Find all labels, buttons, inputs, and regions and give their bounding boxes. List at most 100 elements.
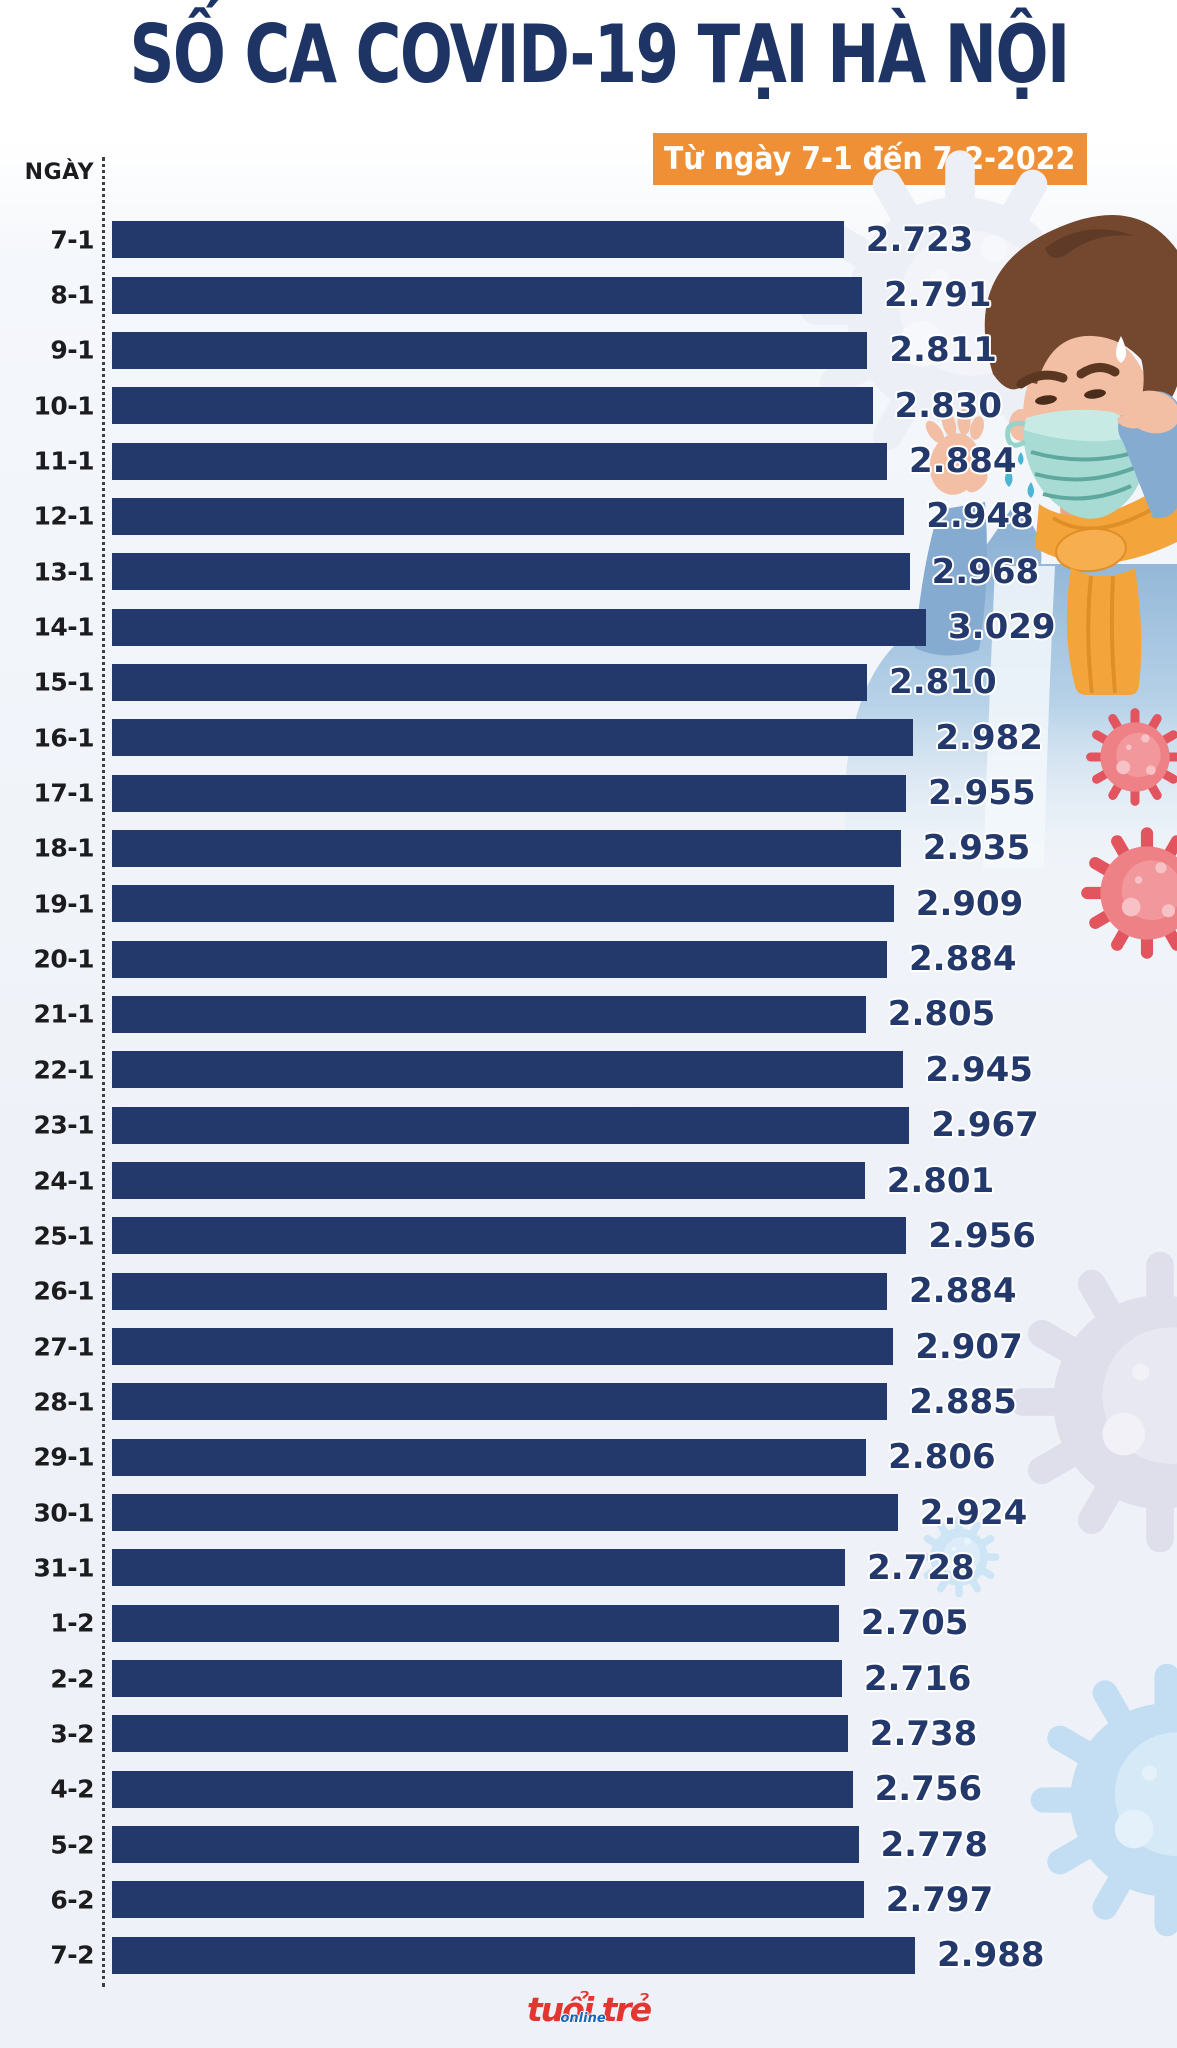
category-label: 25-1	[33, 1221, 94, 1251]
value-label: 2.705	[860, 1603, 969, 1644]
chart-row: 2-2 2.716	[0, 1651, 1177, 1706]
bar-line: 2.806	[112, 1437, 996, 1477]
value-label: 2.885	[909, 1381, 1017, 1422]
bar	[112, 1106, 910, 1144]
chart-row: 27-1 2.907	[0, 1319, 1177, 1374]
category-label: 5-2	[50, 1830, 94, 1860]
chart-row: 18-1 2.935	[0, 821, 1177, 876]
bar	[112, 442, 887, 480]
bar-line: 2.948	[112, 496, 1034, 536]
value-label: 2.791	[884, 275, 992, 316]
bar	[112, 885, 894, 923]
chart-row: 30-1 2.924	[0, 1485, 1177, 1540]
bar	[112, 276, 862, 314]
value-label: 2.830	[894, 385, 1003, 426]
category-label: 1-2	[50, 1608, 94, 1638]
category-label: 8-1	[50, 280, 94, 310]
subtitle-text: Từ ngày 7-1 đến 7-2-2022	[664, 141, 1076, 177]
bar	[112, 1272, 887, 1310]
bar	[112, 995, 866, 1033]
value-label: 2.982	[935, 717, 1043, 758]
chart-row: 17-1 2.955	[0, 765, 1177, 820]
value-label: 2.797	[885, 1879, 994, 1920]
value-label: 2.716	[863, 1658, 972, 1699]
value-label: 2.968	[931, 551, 1040, 592]
chart-row: 1-2 2.705	[0, 1596, 1177, 1651]
value-label: 2.884	[909, 1271, 1017, 1312]
category-label: 29-1	[33, 1442, 94, 1472]
bar-line: 2.935	[112, 828, 1030, 868]
bar-line: 2.907	[112, 1327, 1023, 1367]
chart-row: 16-1 2.982	[0, 710, 1177, 765]
bar	[112, 1383, 888, 1421]
chart-row: 29-1 2.806	[0, 1430, 1177, 1485]
bar	[112, 719, 914, 757]
category-label: 26-1	[33, 1276, 94, 1306]
chart-row: 10-1 2.830	[0, 378, 1177, 433]
bar-line: 2.738	[112, 1714, 977, 1754]
value-label: 2.801	[886, 1160, 995, 1201]
chart-row: 25-1 2.956	[0, 1208, 1177, 1263]
bar-line: 2.968	[112, 552, 1039, 592]
bar	[112, 663, 868, 701]
category-label: 15-1	[33, 667, 94, 697]
chart-row: 13-1 2.968	[0, 544, 1177, 599]
category-label: 21-1	[33, 999, 94, 1029]
bar	[112, 1936, 915, 1974]
bar-line: 2.945	[112, 1050, 1033, 1090]
bar-line: 2.884	[112, 1271, 1017, 1311]
bar	[112, 497, 905, 535]
value-label: 2.806	[888, 1437, 996, 1478]
bar	[112, 221, 844, 259]
bar-line: 2.723	[112, 220, 973, 260]
chart-row: 9-1 2.811	[0, 323, 1177, 378]
value-label: 2.756	[874, 1769, 983, 1810]
bar	[112, 1604, 839, 1642]
bar	[112, 608, 926, 646]
value-label: 2.948	[926, 496, 1034, 537]
value-label: 2.907	[915, 1326, 1023, 1367]
bar-chart: 7-1 2.723 8-1 2.791 9-1 2.811 10-1 2.830 11-1 2.8…	[0, 212, 1177, 1983]
bar-line: 2.801	[112, 1161, 994, 1201]
bar-line: 2.955	[112, 773, 1036, 813]
bar	[112, 1826, 859, 1864]
bar-line: 2.885	[112, 1382, 1017, 1422]
bar-line: 3.029	[112, 607, 1056, 647]
category-label: 22-1	[33, 1055, 94, 1085]
chart-row: 26-1 2.884	[0, 1264, 1177, 1319]
bar-line: 2.705	[112, 1603, 968, 1643]
chart-row: 6-2 2.797	[0, 1872, 1177, 1927]
chart-row: 11-1 2.884	[0, 433, 1177, 488]
logo-text: tuổi trẻ	[526, 1990, 652, 2029]
bar-line: 2.830	[112, 386, 1002, 426]
bar-line: 2.956	[112, 1216, 1036, 1256]
bar-line: 2.884	[112, 441, 1017, 481]
value-label: 2.924	[919, 1492, 1028, 1533]
bar-line: 2.924	[112, 1493, 1027, 1533]
category-label: 27-1	[33, 1332, 94, 1362]
value-label: 2.945	[925, 1049, 1033, 1090]
chart-row: 12-1 2.948	[0, 489, 1177, 544]
category-label: 3-2	[50, 1719, 94, 1749]
bar	[112, 1660, 842, 1698]
bar	[112, 387, 873, 425]
category-label: 13-1	[33, 557, 94, 587]
chart-row: 15-1 2.810	[0, 655, 1177, 710]
bar-line: 2.909	[112, 884, 1023, 924]
y-axis-label: NGÀY	[24, 160, 94, 185]
chart-row: 21-1 2.805	[0, 987, 1177, 1042]
y-axis-line	[102, 157, 105, 1987]
bar	[112, 940, 887, 978]
value-label: 2.738	[869, 1713, 978, 1754]
chart-row: 28-1 2.885	[0, 1374, 1177, 1429]
bar	[112, 1438, 867, 1476]
category-label: 10-1	[33, 391, 94, 421]
chart-row: 19-1 2.909	[0, 876, 1177, 931]
category-label: 2-2	[50, 1664, 94, 1694]
bar	[112, 553, 910, 591]
chart-row: 5-2 2.778	[0, 1817, 1177, 1872]
bar-line: 2.756	[112, 1769, 982, 1809]
value-label: 2.723	[865, 219, 974, 260]
